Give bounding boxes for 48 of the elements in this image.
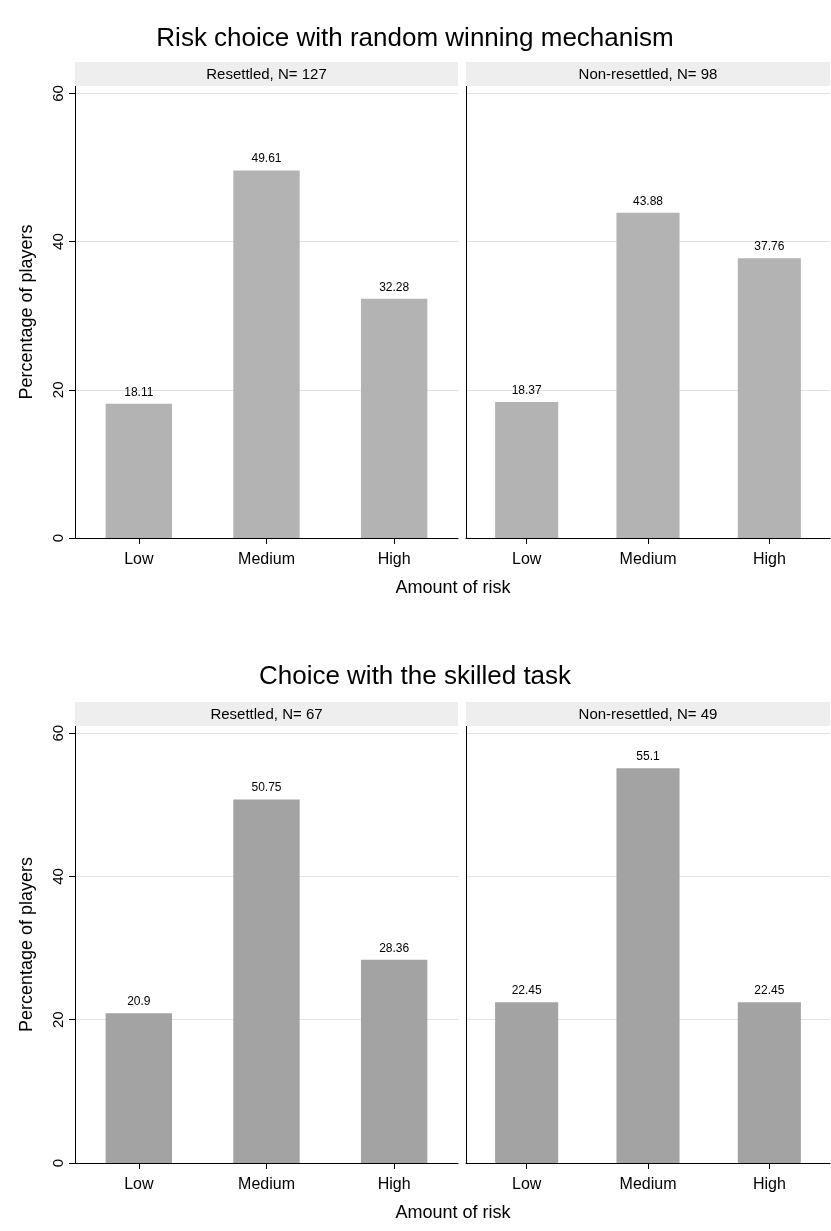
data-label: 37.76 [754, 239, 785, 254]
bar [233, 170, 300, 538]
data-label: 22.45 [754, 983, 785, 998]
y-axis-title: Percentage of players [16, 224, 36, 400]
y-tick-label: 0 [49, 533, 66, 543]
x-tick-label: High [752, 1174, 786, 1192]
y-tick-label: 20 [49, 1011, 66, 1029]
data-label: 43.88 [632, 193, 664, 208]
x-tick-label: High [752, 549, 786, 567]
x-tick-label: High [377, 1174, 411, 1192]
x-tick-label: Medium [619, 549, 677, 567]
bar [105, 403, 173, 538]
y-tick-label: 60 [49, 724, 66, 742]
bar [360, 959, 428, 1163]
data-label: 55.1 [636, 749, 660, 764]
chart-title: Risk choice with random winning mechanism [156, 22, 674, 53]
data-label: 20.9 [127, 994, 151, 1009]
x-tick-label: Low [124, 549, 154, 567]
bar [105, 1013, 173, 1163]
data-label: 18.11 [124, 384, 154, 399]
chart-title: Choice with the skilled task [258, 660, 572, 691]
data-label: 18.37 [511, 382, 543, 397]
x-tick-label: Medium [238, 1174, 295, 1192]
x-tick-label: High [377, 549, 411, 567]
y-tick-label: 60 [49, 85, 66, 102]
bar [233, 799, 300, 1163]
y-tick-label: 40 [49, 233, 66, 250]
data-label: 28.36 [379, 940, 410, 955]
data-label: 22.45 [511, 983, 543, 998]
chart-subtitle: Non-resettled, N= 98 [466, 62, 830, 86]
bar [360, 298, 428, 538]
x-tick-label: Medium [619, 1174, 677, 1192]
x-tick-label: Low [124, 1174, 154, 1192]
chart-subtitle: Resettled, N= 127 [75, 62, 458, 86]
y-tick-label: 40 [49, 868, 66, 885]
y-axis-title: Percentage of players [16, 856, 36, 1033]
data-label: 49.61 [251, 151, 282, 166]
x-tick-label: Medium [238, 549, 295, 567]
data-label: 50.75 [251, 780, 282, 795]
x-tick-label: Low [511, 1174, 542, 1192]
x-axis-title: Amount of risk [395, 1202, 511, 1223]
y-tick-label: 20 [49, 381, 66, 399]
chart-subtitle: Non-resettled, N= 49 [466, 702, 830, 726]
chart-subtitle: Resettled, N= 67 [75, 702, 458, 726]
y-tick-label: 0 [49, 1158, 66, 1168]
x-tick-label: Low [511, 549, 542, 567]
data-label: 32.28 [379, 279, 410, 294]
x-axis-title: Amount of risk [395, 577, 511, 598]
